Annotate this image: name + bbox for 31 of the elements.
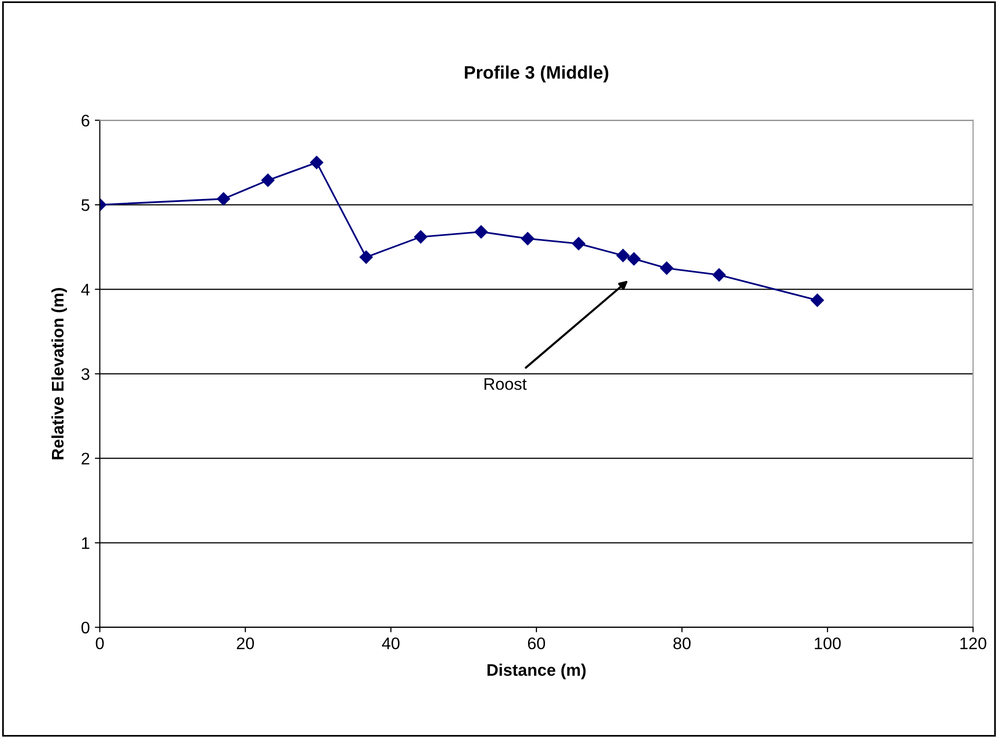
point [616, 248, 630, 262]
y-tick-label: 2 [82, 452, 90, 464]
point [521, 232, 534, 246]
point [660, 262, 674, 275]
x-tick-label: 80 [673, 637, 691, 650]
x-tick-label: 60 [528, 637, 546, 650]
x-tick-label: 20 [236, 637, 254, 650]
point [261, 174, 274, 187]
y-tick-label: 3 [81, 368, 90, 380]
point [572, 237, 586, 250]
point [414, 230, 428, 244]
x-tick-label: 120 [960, 637, 986, 650]
y-tick-label: 1 [82, 537, 90, 549]
chart-title: Profile 3 (Middle) [464, 66, 608, 82]
y-axis-title: Relative Elevation (m) [51, 288, 67, 460]
point [627, 252, 641, 266]
point [310, 156, 324, 170]
point [712, 268, 726, 282]
x-tick-label: 40 [382, 637, 400, 650]
point [810, 294, 824, 307]
y-tick-label: 0 [81, 622, 90, 634]
x-axis-title: Distance (m) [488, 664, 586, 680]
point [474, 225, 488, 238]
y-tick-label: 5 [81, 199, 90, 211]
x-tick-label: 100 [814, 637, 841, 650]
point [216, 192, 230, 206]
annotation: Roost [484, 378, 527, 390]
point [360, 250, 373, 264]
x-tick-label: 0 [96, 637, 104, 650]
y-tick-label: 6 [82, 114, 90, 126]
y-tick-label: 4 [81, 284, 90, 296]
